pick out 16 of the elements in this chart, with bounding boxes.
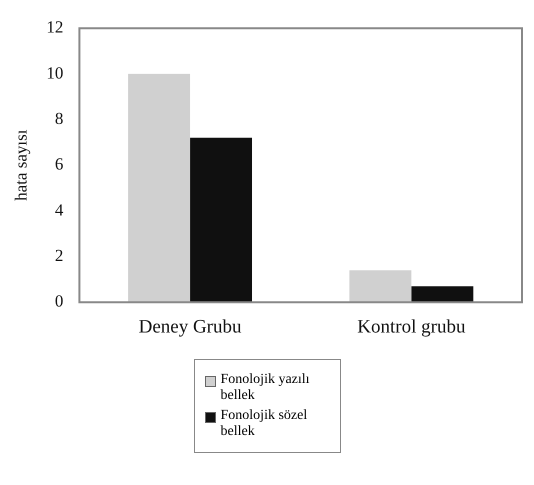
y-tick-label: 8 (54, 109, 64, 128)
x-tick-label: Deney Grubu (138, 316, 242, 338)
y-tick-label: 10 (46, 63, 64, 82)
bar (128, 74, 190, 302)
legend-label: Fonolojik sözel bellek (220, 408, 308, 440)
bar (349, 270, 412, 302)
legend-label: Fonolojik yazılı bellek (220, 372, 311, 404)
bar (411, 286, 474, 302)
y-tick-label: 4 (54, 200, 64, 220)
y-tick-label: 2 (54, 246, 64, 265)
x-tick-label: Kontrol grubu (357, 316, 466, 338)
bar (190, 138, 252, 302)
y-tick-label: 6 (54, 154, 64, 174)
y-tick-label: 0 (54, 292, 64, 311)
y-tick-label: 12 (46, 18, 64, 37)
y-axis-title: hata sayısı (12, 129, 31, 201)
